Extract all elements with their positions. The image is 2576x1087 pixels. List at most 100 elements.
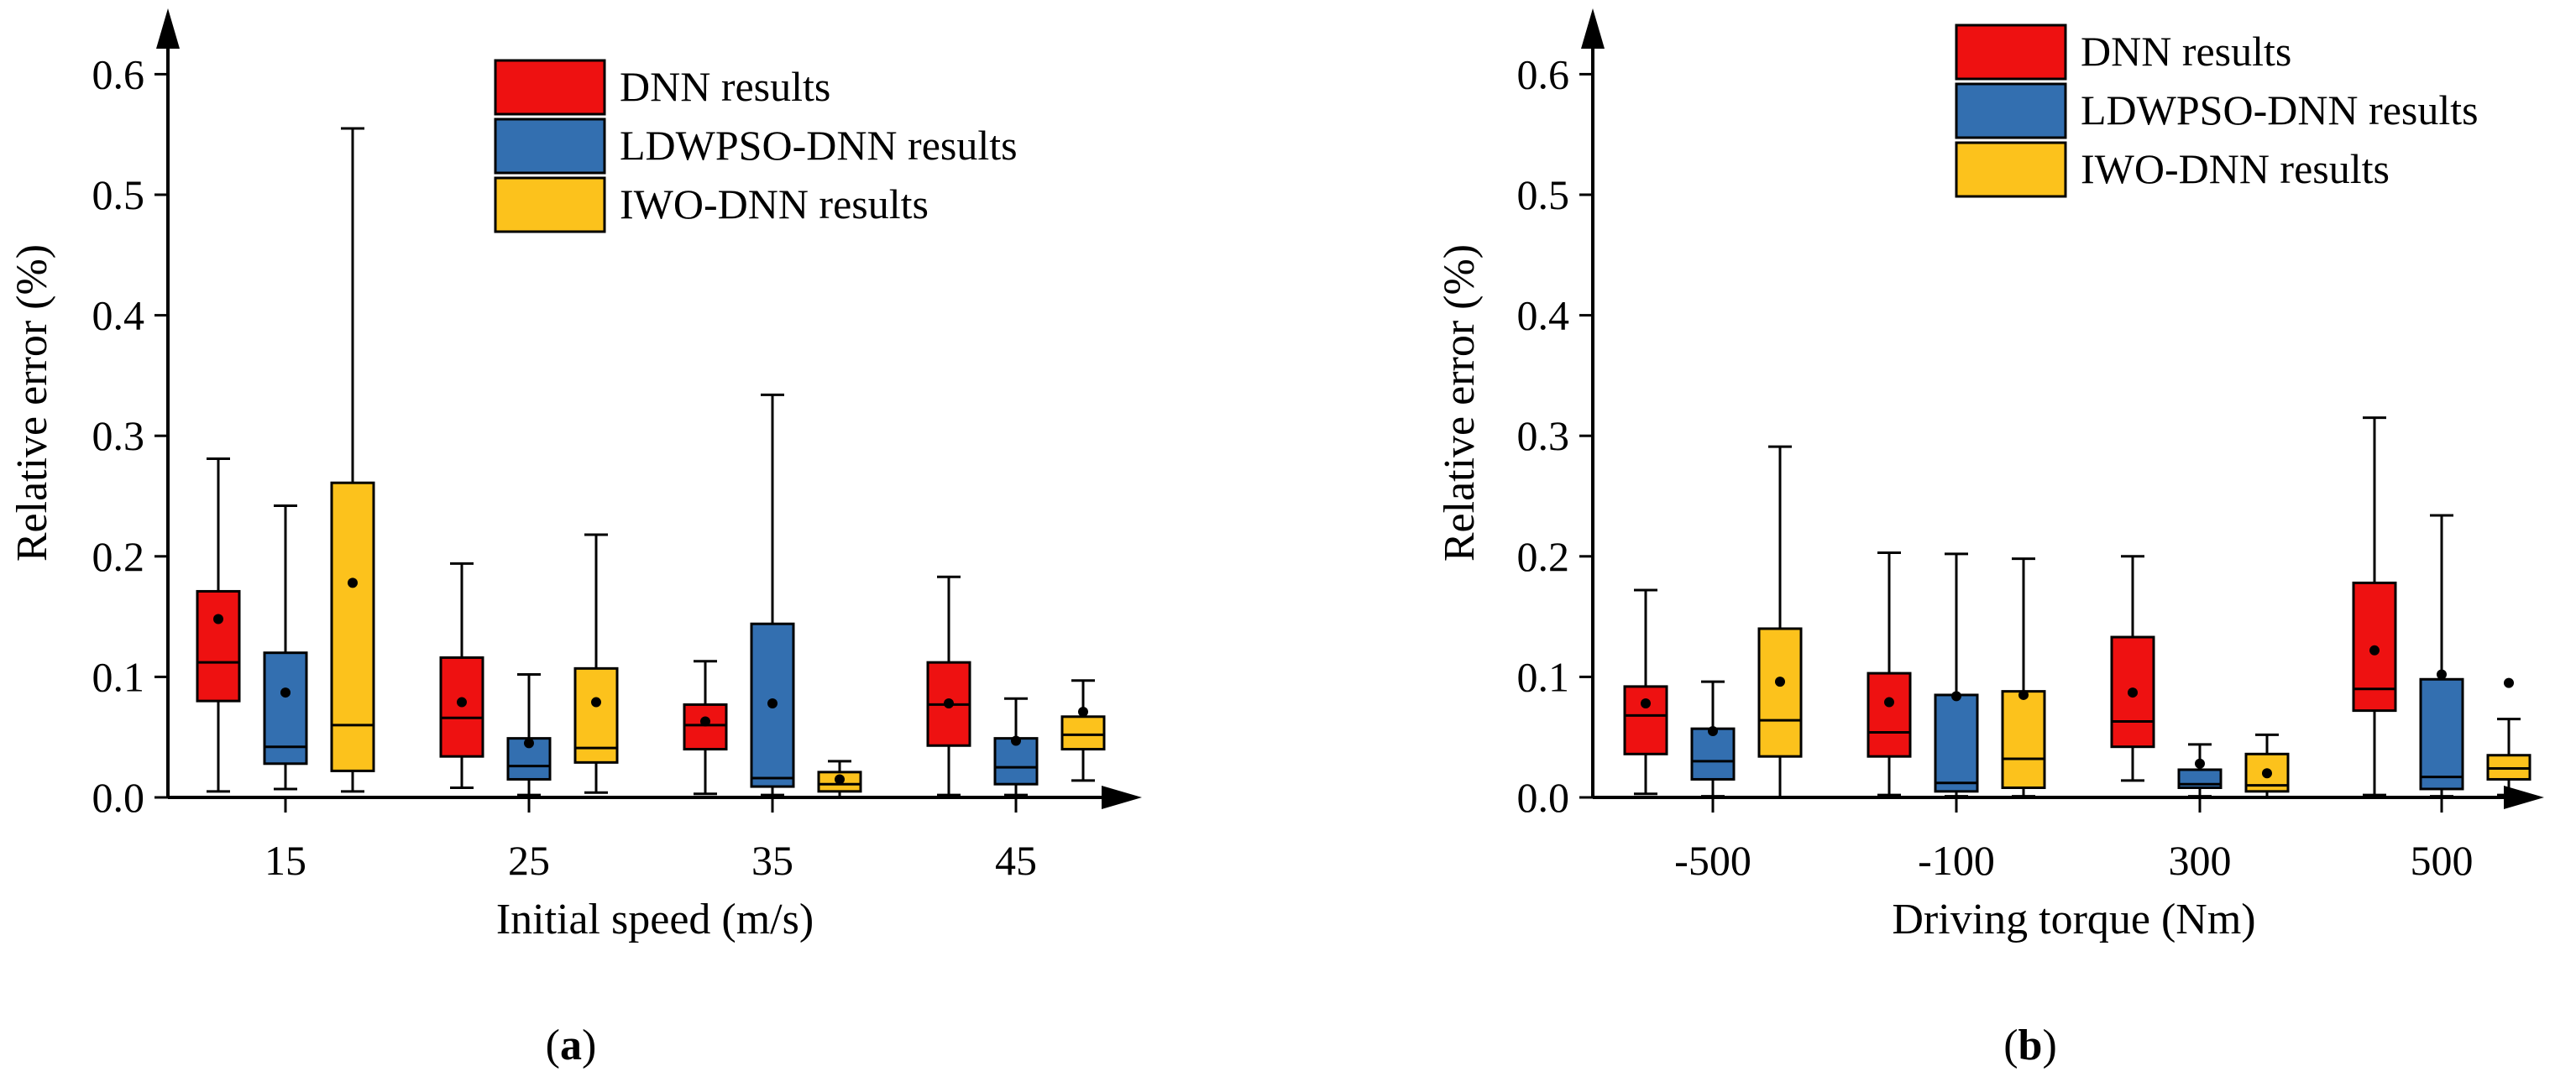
box-group	[2419, 514, 2464, 798]
legend-label: LDWPSO-DNN results	[620, 122, 1018, 169]
box-group	[263, 504, 308, 791]
box	[1623, 685, 1668, 755]
y-tick-label: 0.2	[92, 533, 145, 580]
x-axis-label: Driving torque (Nm)	[1892, 896, 2255, 943]
y-tick-label: 0.5	[92, 171, 145, 218]
box	[2001, 690, 2046, 790]
mean-dot	[944, 698, 954, 708]
box-group	[1690, 680, 1736, 798]
x-tick-label: 25	[508, 837, 550, 884]
box-group	[817, 760, 862, 799]
box	[330, 481, 375, 772]
mean-dot	[1884, 697, 1894, 708]
box	[2419, 677, 2464, 791]
mean-dot	[348, 577, 358, 588]
box-group	[573, 533, 619, 794]
legend-label: DNN results	[620, 63, 830, 110]
mean-dot	[767, 698, 778, 708]
legend-item: IWO-DNN results	[1955, 141, 2390, 198]
mean-dot	[2262, 768, 2272, 779]
x-tick-label: 15	[264, 837, 306, 884]
panel-label: (b)	[2003, 1022, 2057, 1069]
y-axis-arrow	[1581, 8, 1605, 49]
legend-swatch	[1955, 82, 2067, 139]
box	[1757, 627, 1803, 758]
box	[1690, 727, 1736, 781]
mean-dot	[2369, 645, 2380, 656]
y-tick-label: 0.1	[1517, 653, 1570, 700]
x-tick-label: -100	[1918, 837, 1995, 884]
mean-dot	[457, 697, 467, 708]
legend-swatch	[494, 176, 606, 233]
mean-dot	[1775, 677, 1785, 687]
box-group	[1934, 552, 1979, 798]
y-tick-label: 0.0	[1517, 774, 1570, 821]
box-group	[993, 697, 1039, 797]
x-tick-label: 45	[995, 837, 1037, 884]
mean-dot	[2504, 677, 2514, 688]
y-tick-label: 0.6	[1517, 50, 1570, 97]
box	[263, 651, 308, 766]
box-group	[926, 575, 971, 797]
panel-label: (a)	[546, 1022, 597, 1069]
y-tick-label: 0.4	[1517, 292, 1570, 339]
box-group	[2486, 677, 2531, 797]
mean-dot	[2195, 758, 2205, 769]
mean-dot	[700, 716, 710, 727]
box-group	[1867, 551, 1912, 797]
x-tick-label: -500	[1674, 837, 1751, 884]
box-group	[2177, 743, 2223, 798]
x-tick-label: 300	[2169, 837, 2232, 884]
x-axis-arrow	[2504, 786, 2544, 809]
legend-label: LDWPSO-DNN results	[2081, 86, 2479, 133]
y-tick-label: 0.2	[1517, 533, 1570, 580]
legend-item: IWO-DNN results	[494, 176, 929, 233]
mean-dot	[2128, 687, 2138, 698]
legend-label: DNN results	[2081, 28, 2291, 75]
y-tick-label: 0.6	[92, 50, 145, 97]
y-axis-label: Relative error (%)	[8, 244, 56, 562]
legend-label: IWO-DNN results	[2081, 145, 2390, 192]
box-group	[330, 127, 375, 793]
y-tick-label: 0.5	[1517, 171, 1570, 218]
box-group	[1757, 445, 1803, 799]
y-tick-label: 0.1	[92, 653, 145, 700]
legend-swatch	[1955, 24, 2067, 81]
chart-panel-a: 0.0 0.1 0.2 0.3 0.4 0.5 0.6 15 25 35 45 Relative er…	[8, 8, 1142, 1069]
box	[750, 622, 795, 788]
legend-swatch	[494, 59, 606, 116]
y-tick-label: 0.4	[92, 292, 145, 339]
y-axis-label: Relative error (%)	[1436, 244, 1484, 562]
box-group	[683, 660, 728, 796]
box	[1867, 672, 1912, 758]
x-tick-label: 500	[2411, 837, 2474, 884]
box-group	[2244, 733, 2290, 799]
box-group	[2001, 557, 2046, 798]
legend-swatch	[494, 118, 606, 175]
y-tick-label: 0.0	[92, 774, 145, 821]
y-axis-arrow	[156, 8, 180, 49]
mean-dot	[1708, 726, 1718, 737]
mean-dot	[280, 687, 291, 698]
box-group	[439, 562, 484, 790]
mean-dot	[1951, 691, 1961, 702]
mean-dot	[1641, 698, 1651, 708]
legend-label: IWO-DNN results	[620, 180, 929, 227]
box	[1060, 715, 1106, 751]
legend-item: DNN results	[494, 59, 830, 116]
box	[2110, 635, 2155, 749]
mean-dot	[1011, 735, 1021, 746]
legend-item: DNN results	[1955, 24, 2291, 81]
box-group	[2110, 555, 2155, 782]
legend-swatch	[1955, 141, 2067, 198]
x-axis-arrow	[1102, 786, 1142, 809]
legend-item: LDWPSO-DNN results	[1955, 82, 2479, 139]
x-tick-label: 35	[751, 837, 793, 884]
legend-item: LDWPSO-DNN results	[494, 118, 1018, 175]
box-group	[1060, 679, 1106, 782]
box-group	[2352, 416, 2397, 797]
box	[683, 703, 728, 751]
x-axis-label: Initial speed (m/s)	[496, 896, 814, 943]
box-group	[750, 393, 795, 797]
